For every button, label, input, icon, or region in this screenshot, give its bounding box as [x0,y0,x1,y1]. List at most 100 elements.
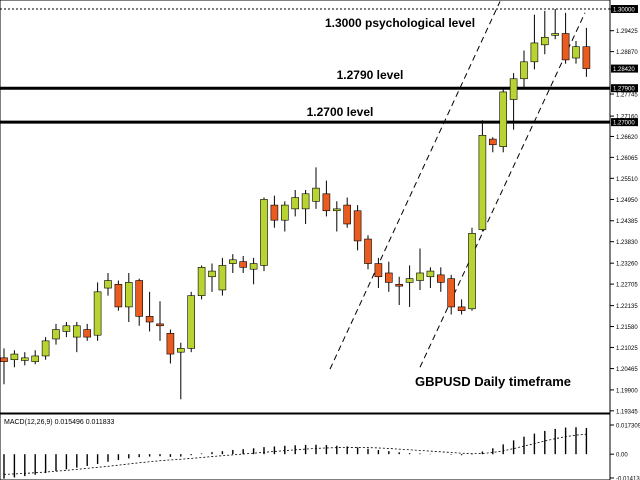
bear-candle-body [353,210,362,242]
bull-candle-body [249,263,258,270]
bull-candle-body [572,46,580,59]
macd-tick-label: 0.00 [616,453,628,459]
bear-candle-body [156,323,164,327]
level-label: 1.3000 psychological level [325,16,475,30]
candle [582,27,591,77]
price-tick-label: 1.26620 [616,135,638,141]
bull-candle-body [478,135,487,230]
bear-candle-body [270,204,279,221]
level-label: 1.2700 level [307,105,374,119]
candle [343,197,352,228]
bear-candle-body [447,278,456,308]
candle [353,205,362,251]
bull-candle-body [509,78,518,100]
bull-candle-body [280,204,289,221]
bear-candle-body [343,204,352,225]
price-highlight-label: 1.27900 [613,87,635,93]
candle [468,227,476,311]
bull-candle-body [332,208,341,212]
bull-candle-body [260,199,268,266]
candle [416,248,424,290]
candle [239,256,247,273]
candle [374,257,383,289]
candle [52,323,60,345]
bear-candle-body [436,274,445,283]
support-resistance-levels: 1.3000 psychological level 1.2790 level 1.… [0,8,610,124]
price-tick-label: 1.24385 [616,219,638,225]
price-highlight-box [611,5,638,13]
candle [395,276,404,306]
candle [114,280,123,311]
price-highlight-box [611,118,638,127]
level-label: 1.2790 level [337,68,404,82]
price-tick-label: 1.19345 [616,409,638,415]
candle [135,278,143,326]
bear-candle-body [374,263,383,278]
candle [364,235,372,270]
bull-candle-body [31,355,40,362]
candle [280,201,289,232]
price-highlight-box [611,84,638,93]
candle [384,261,393,292]
price-tick-label: 1.22705 [616,283,638,289]
candle [41,337,50,360]
candle [520,50,528,89]
bull-candle-body [104,280,112,289]
candle [260,197,268,272]
bull-candle-body [530,42,539,63]
candle [177,342,185,400]
price-tick-label: 1.19900 [616,388,638,394]
price-tick-label: 1.26065 [616,156,638,162]
bull-candle-body [52,329,60,340]
macd-tick-label: -0.01413 [616,477,640,480]
candle [156,301,164,341]
candle [540,10,549,55]
candle [561,12,570,64]
bull-candle-body [312,187,320,202]
candle [166,329,175,364]
bull-candle-body [468,233,476,310]
channel-lower-line [419,12,586,368]
price-tick-label: 1.27160 [616,115,638,121]
bull-candle-body [540,36,549,46]
candle [301,190,310,224]
bear-candle-body [0,357,8,362]
candle [478,120,487,232]
candle [572,41,580,64]
bull-candle-body [208,270,216,278]
bear-candle-body [322,193,331,212]
price-highlight-label: 1.30000 [613,8,635,14]
candle [20,352,29,366]
candle [125,272,133,323]
candle [436,267,445,292]
candle [0,348,8,385]
macd-indicator: 0.017309 0.00 -0.01413 [3,424,640,480]
price-tick-label: 1.28870 [616,50,638,56]
bull-candle-body [62,325,71,332]
candle [62,322,71,338]
price-highlight-box [611,64,638,73]
candle [104,272,112,296]
price-highlight-label: 1.28420 [613,67,635,73]
price-tick-label: 1.22135 [616,304,638,310]
candle [322,180,331,217]
price-highlight-label: 1.27000 [613,121,635,127]
price-tick-label: 1.20465 [616,367,638,373]
candle [551,9,560,40]
bull-candle-body [125,282,133,308]
bull-candle-body [229,259,237,264]
candle [447,274,456,315]
bull-candle-body [520,61,528,80]
bear-candle-body [488,138,497,146]
candle [218,257,227,296]
candle [31,350,40,365]
candle [93,282,102,341]
symbol-caption: GBPUSD Daily timeframe [415,374,571,389]
bull-candle-body [218,265,227,291]
candle [332,201,341,232]
candle [457,299,466,315]
candle [73,322,81,353]
candle [530,14,539,70]
candles [0,9,591,400]
